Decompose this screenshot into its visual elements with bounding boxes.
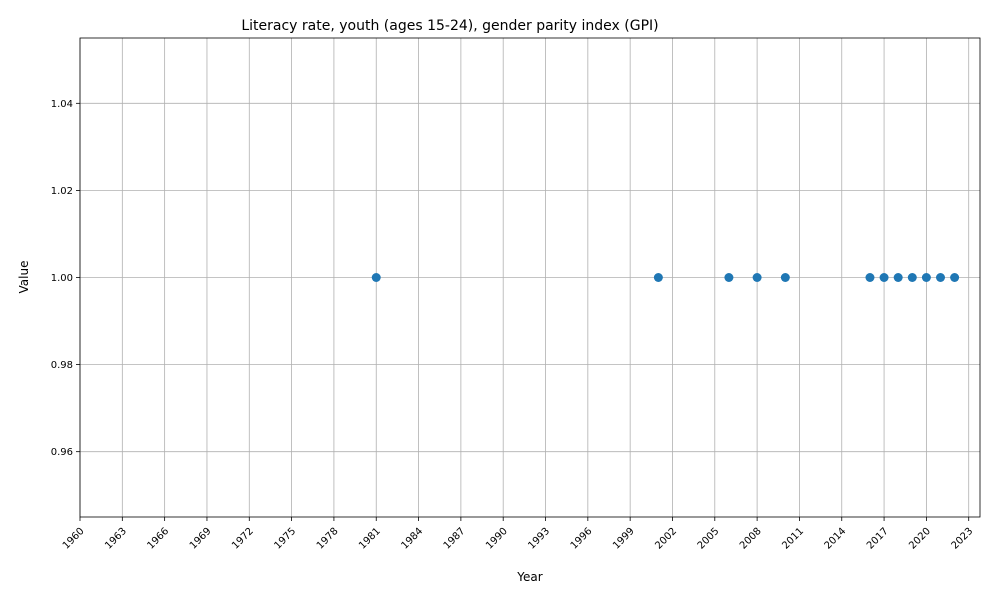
data-point [936,273,946,282]
data-point [865,273,875,282]
y-tick-label: 1.02 [51,186,73,197]
x-axis-title: Year [516,570,542,584]
y-tick-label: 0.98 [51,360,73,371]
y-tick-label: 1.00 [51,273,73,284]
data-point [724,273,734,282]
data-points [371,273,960,282]
grid [79,38,980,517]
data-point [780,273,790,282]
y-tick-label: 1.04 [51,99,73,110]
chart-title: Literacy rate, youth (ages 15-24), gende… [241,18,658,34]
y-tick-label: 0.96 [51,447,73,458]
data-point [907,273,917,282]
data-point [371,273,381,282]
data-point [752,273,762,282]
data-point [921,273,931,282]
y-axis: 0.96 0.98 1.00 1.02 1.04 [51,99,80,458]
data-point [879,273,889,282]
data-point [893,273,903,282]
y-axis-title: Value [17,261,31,294]
data-point [950,273,960,282]
data-point [653,273,663,282]
